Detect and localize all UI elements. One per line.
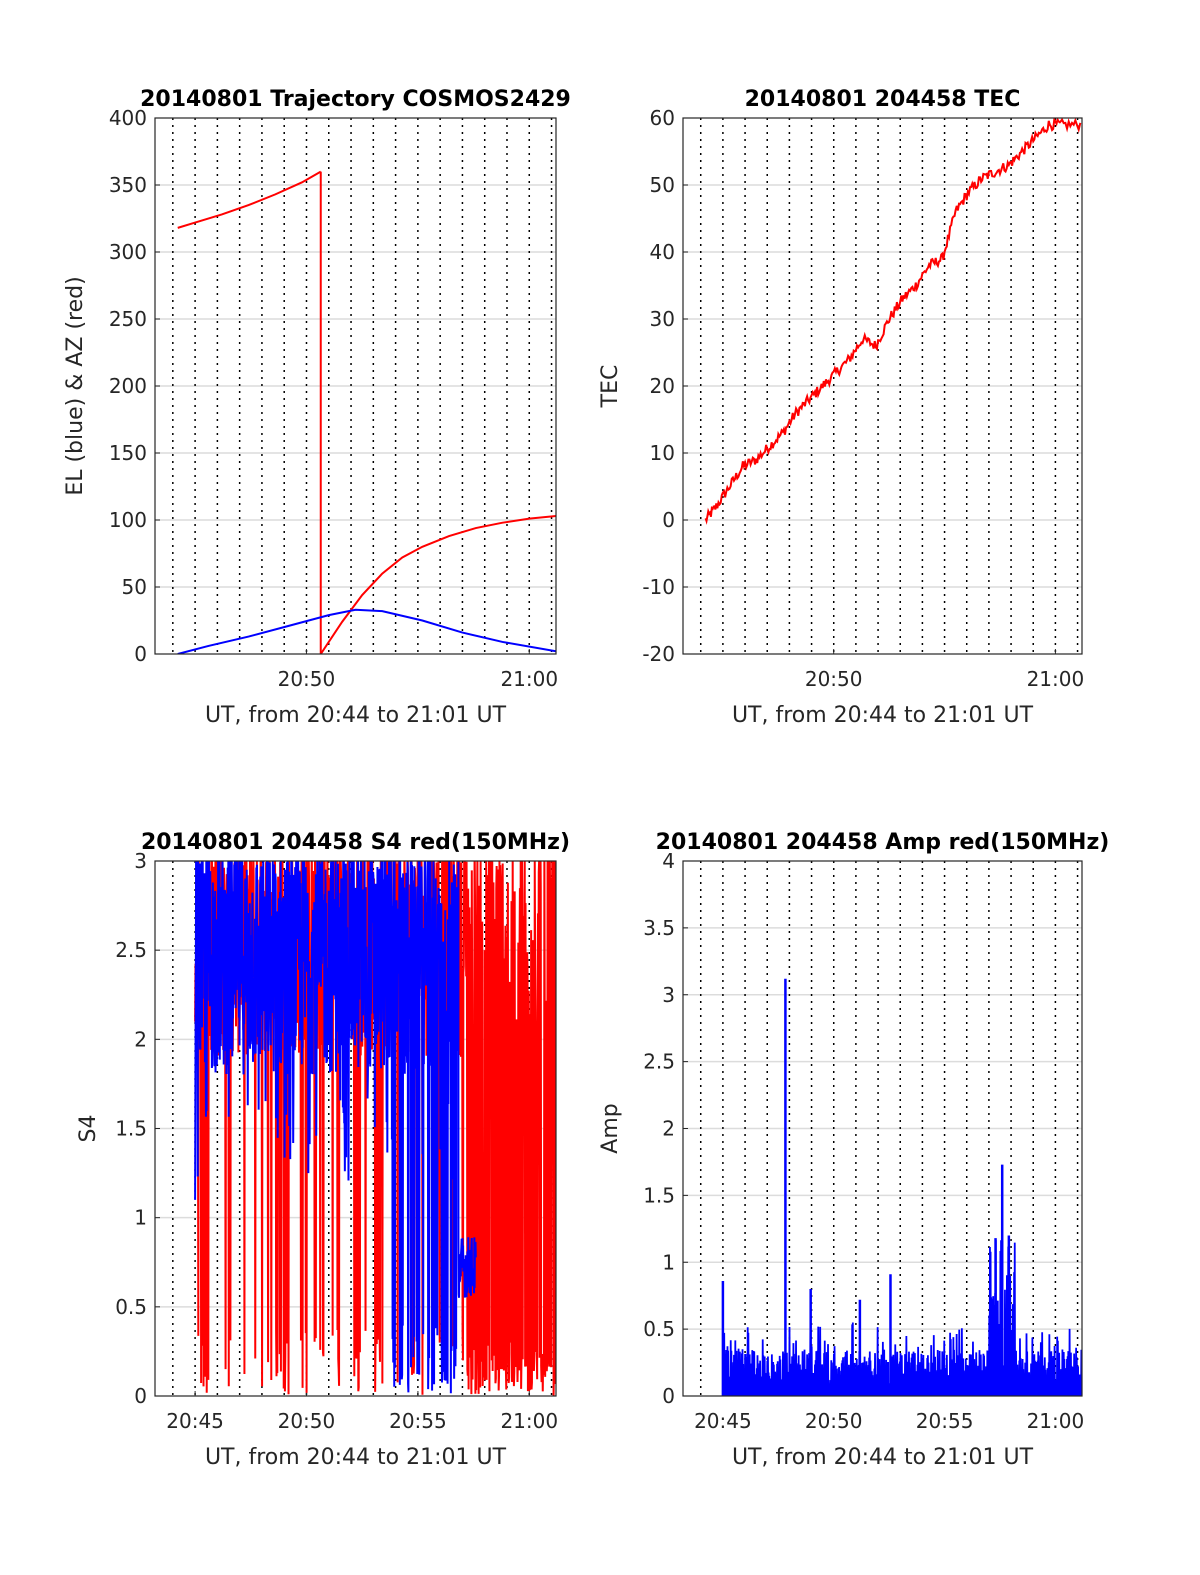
y-tick-label: -20: [642, 642, 675, 666]
y-tick-label: 200: [109, 374, 147, 398]
y-tick-label: 3: [134, 849, 147, 873]
chart-title: 20140801 204458 TEC: [745, 87, 1021, 112]
x-tick-label: 21:00: [500, 1409, 558, 1433]
y-tick-label: 40: [650, 240, 675, 264]
y-tick-label: 250: [109, 307, 147, 331]
y-tick-label: 10: [650, 441, 675, 465]
y-tick-label: 1: [134, 1206, 147, 1230]
series-line-blue: [194, 861, 477, 1394]
y-tick-label: 50: [122, 575, 147, 599]
x-tick-label: 20:55: [389, 1409, 447, 1433]
chart-title: 20140801 204458 Amp red(150MHz): [656, 830, 1110, 855]
y-tick-label: 0: [662, 508, 675, 532]
series-line-red: [194, 861, 556, 1396]
axes-box: [682, 117, 1083, 655]
series-group: [704, 118, 1082, 525]
x-axis-label: UT, from 20:44 to 21:01 UT: [205, 1445, 507, 1470]
y-tick-label: 30: [650, 307, 675, 331]
y-tick-label: 50: [650, 173, 675, 197]
axes-box: [682, 860, 1083, 1397]
y-tick-label: 0: [662, 1384, 675, 1408]
y-tick-label: 0: [134, 642, 147, 666]
series-line-red: [177, 170, 322, 229]
y-tick-label: 20: [650, 374, 675, 398]
x-tick-label: 20:45: [166, 1409, 224, 1433]
y-axis-label: S4: [76, 1115, 101, 1143]
y-tick-label: 350: [109, 173, 147, 197]
y-tick-label: 2.5: [115, 938, 147, 962]
x-axis-label: UT, from 20:44 to 21:01 UT: [732, 703, 1034, 728]
y-tick-label: -10: [642, 575, 675, 599]
chart-s4: 0 0.5 1 1.5 2 2.5 3 20:45 20:50 20:55 21:00 2014080…: [76, 830, 570, 1470]
chart-amp: 0 0.5 1 1.5 2 2.5 3 3.5 4 20:45 20:50 20:55 21:00 201…: [598, 830, 1109, 1470]
y-tick-label: 1.5: [115, 1117, 147, 1141]
chart-tec: -20 -10 0 10 20 30 40 50 60 20:50 21:00 20140801 20…: [598, 87, 1084, 728]
x-axis-label: UT, from 20:44 to 21:01 UT: [205, 703, 507, 728]
y-tick-label: 60: [650, 106, 675, 130]
x-tick-label: 20:55: [916, 1409, 974, 1433]
y-tick-label: 300: [109, 240, 147, 264]
y-tick-label: 3.5: [643, 916, 675, 940]
x-tick-label: 20:50: [278, 667, 336, 691]
x-tick-label: 21:00: [1027, 1409, 1085, 1433]
series-line-blue: [722, 1240, 1082, 1396]
y-tick-label: 1.5: [643, 1183, 675, 1207]
y-tick-label: 1: [662, 1250, 675, 1274]
x-tick-label: 20:50: [278, 1409, 336, 1433]
y-tick-label: 4: [662, 849, 675, 873]
chart-title: 20140801 204458 S4 red(150MHz): [141, 830, 570, 855]
series-group: [721, 978, 1082, 1396]
y-tick-label: 2: [662, 1117, 675, 1141]
y-axis-label: EL (blue) & AZ (red): [63, 276, 88, 495]
y-tick-label: 0.5: [115, 1295, 147, 1319]
y-axis-label: Amp: [598, 1103, 623, 1153]
x-axis-label: UT, from 20:44 to 21:01 UT: [732, 1445, 1034, 1470]
series-group: [177, 170, 556, 654]
series-line-red: [319, 514, 556, 654]
x-tick-label: 20:45: [694, 1409, 752, 1433]
y-tick-label: 0: [134, 1384, 147, 1408]
series-line-red: [704, 118, 1082, 525]
y-tick-label: 2: [134, 1027, 147, 1051]
y-tick-label: 150: [109, 441, 147, 465]
x-tick-label: 20:50: [805, 1409, 863, 1433]
y-axis-label: TEC: [598, 365, 623, 409]
axes-box: [154, 117, 557, 655]
y-tick-label: 0.5: [643, 1317, 675, 1341]
series-line-blue: [177, 608, 556, 654]
y-tick-label: 400: [109, 106, 147, 130]
chart-trajectory: 0 50 100 150 200 250 300 350 400 20:50 21:00 201408…: [63, 87, 571, 728]
axes-box: [154, 860, 557, 1397]
x-tick-label: 20:50: [805, 667, 863, 691]
y-tick-label: 3: [662, 983, 675, 1007]
series-group: [194, 861, 556, 1396]
y-tick-label: 2.5: [643, 1050, 675, 1074]
chart-title: 20140801 Trajectory COSMOS2429: [140, 87, 571, 112]
y-tick-label: 100: [109, 508, 147, 532]
x-tick-label: 21:00: [1027, 667, 1085, 691]
x-tick-label: 21:00: [500, 667, 558, 691]
